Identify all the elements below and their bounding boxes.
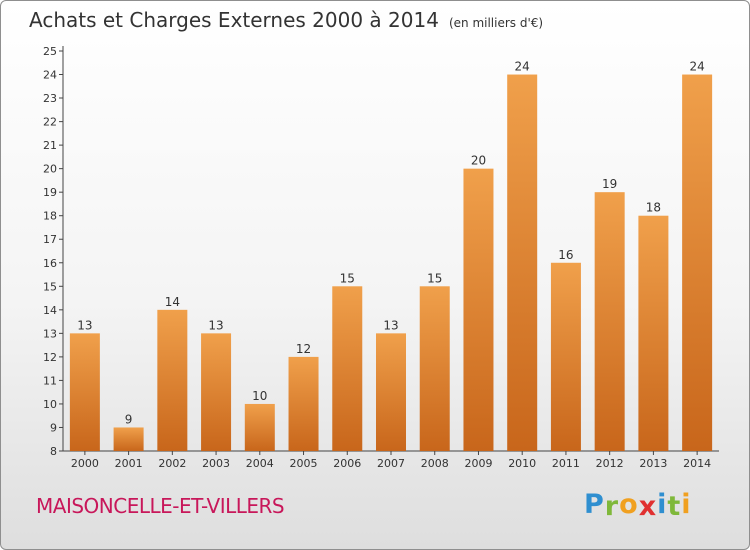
x-tick-label: 2006 xyxy=(333,457,361,470)
y-tick-label: 17 xyxy=(43,233,57,246)
bar-2008 xyxy=(419,286,450,451)
y-tick-label: 8 xyxy=(50,445,57,458)
chart-title-text: Achats et Charges Externes 2000 à 2014 xyxy=(29,8,439,32)
commune-name: MAISONCELLE-ET-VILLERS xyxy=(36,494,285,518)
x-tick-label: 2011 xyxy=(552,457,580,470)
bar-2004 xyxy=(244,403,275,451)
bar-value-label: 13 xyxy=(77,318,92,332)
bar-value-label: 20 xyxy=(471,154,486,168)
bar-2009 xyxy=(463,168,494,451)
y-tick-label: 25 xyxy=(43,45,57,58)
logo-letter: i xyxy=(657,489,668,520)
bar-2001 xyxy=(113,427,144,451)
bar-2006 xyxy=(332,286,363,451)
bar-value-label: 13 xyxy=(208,318,223,332)
bar-2003 xyxy=(201,333,232,451)
bar-value-label: 14 xyxy=(165,295,180,309)
bar-2007 xyxy=(376,333,406,451)
bar-2012 xyxy=(594,192,625,452)
x-tick-label: 2002 xyxy=(158,457,186,470)
y-tick-label: 20 xyxy=(43,163,57,176)
x-tick-label: 2004 xyxy=(246,457,274,470)
chart-title: Achats et Charges Externes 2000 à 2014 (e… xyxy=(29,8,543,32)
bar-value-label: 10 xyxy=(252,389,267,403)
logo-letter: P xyxy=(584,489,605,520)
x-tick-label: 2012 xyxy=(596,457,624,470)
y-tick-label: 19 xyxy=(43,186,57,199)
logo-letter: o xyxy=(619,489,639,520)
bar-labels: 13 9 14 13 10 12 15 13 15 20 24 16 19 18 24 xyxy=(77,60,705,427)
bar-value-label: 15 xyxy=(427,271,442,285)
logo-letter: x xyxy=(638,491,658,522)
x-tick-label: 2009 xyxy=(464,457,492,470)
y-tick-label: 15 xyxy=(43,280,57,293)
x-tick-label: 2010 xyxy=(508,457,536,470)
proxiti-logo: Proxiti xyxy=(584,489,692,522)
bar-value-label: 16 xyxy=(558,248,573,262)
x-tick-label: 2013 xyxy=(639,457,667,470)
y-tick-label: 11 xyxy=(43,374,57,387)
y-tick-label: 21 xyxy=(43,139,57,152)
x-axis: 2000 2001 2002 2003 2004 2005 2006 2007 2008 2009… xyxy=(63,450,719,470)
logo-letter: t xyxy=(667,491,682,522)
y-tick-label: 12 xyxy=(43,351,57,364)
bar-2014 xyxy=(682,74,713,451)
bar-2011 xyxy=(550,262,581,451)
bar-2002 xyxy=(157,309,188,451)
y-tick-label: 22 xyxy=(43,116,57,129)
x-tick-label: 2000 xyxy=(71,457,99,470)
bar-value-label: 19 xyxy=(602,177,617,191)
x-tick-label: 2005 xyxy=(290,457,318,470)
bar-value-label: 15 xyxy=(340,271,355,285)
x-tick-label: 2014 xyxy=(683,457,711,470)
bar-value-label: 9 xyxy=(125,412,133,426)
x-tick-label: 2003 xyxy=(202,457,230,470)
bar-value-label: 24 xyxy=(515,60,530,74)
y-tick-label: 10 xyxy=(43,398,57,411)
bar-value-label: 13 xyxy=(383,318,398,332)
x-tick-label: 2007 xyxy=(377,457,405,470)
y-tick-label: 16 xyxy=(43,257,57,270)
x-tick-label: 2008 xyxy=(421,457,449,470)
bar-value-label: 18 xyxy=(646,201,661,215)
y-tick-label: 14 xyxy=(43,304,57,317)
bar-2010 xyxy=(507,74,538,451)
y-tick-label: 24 xyxy=(43,69,57,82)
bars xyxy=(69,74,713,452)
y-tick-label: 13 xyxy=(43,327,57,340)
chart-subtitle: (en milliers d'€) xyxy=(448,16,544,30)
bar-2000 xyxy=(69,333,100,451)
y-tick-label: 9 xyxy=(50,421,57,434)
y-tick-label: 18 xyxy=(43,210,57,223)
bar-2005 xyxy=(288,356,319,451)
x-tick-label: 2001 xyxy=(115,457,143,470)
y-tick-label: 23 xyxy=(43,92,57,105)
bar-2013 xyxy=(638,215,669,451)
y-axis: 8 9 10 11 12 13 14 15 16 17 18 19 20 21 22 23 24 25 xyxy=(43,45,64,458)
bar-value-label: 12 xyxy=(296,342,311,356)
bar-value-label: 24 xyxy=(689,60,704,74)
logo-letter: i xyxy=(681,489,692,520)
logo-letter: r xyxy=(604,491,620,522)
